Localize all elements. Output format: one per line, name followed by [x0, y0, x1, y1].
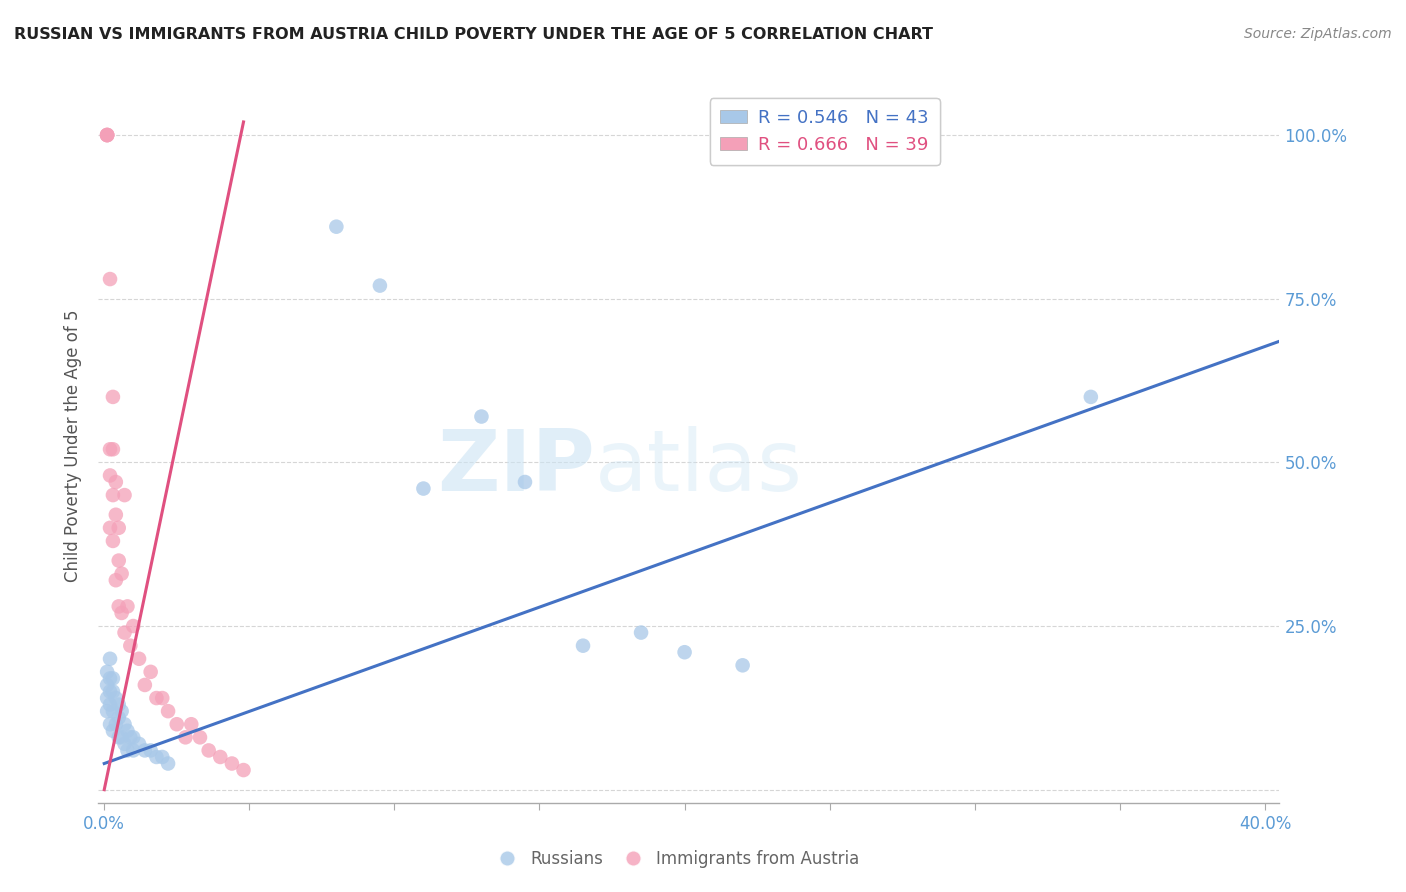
Point [134, 743, 156, 757]
Point [111, 731, 134, 745]
Point [101, 390, 124, 404]
Point [98, 442, 121, 457]
Point [150, 750, 173, 764]
Point [325, 219, 347, 234]
Text: atlas: atlas [595, 425, 803, 509]
Point [122, 731, 145, 745]
Point [101, 533, 124, 548]
Point [128, 737, 150, 751]
Point [166, 717, 188, 731]
Point [572, 639, 595, 653]
Legend: R = 0.546   N = 43, R = 0.666   N = 39: R = 0.546 N = 43, R = 0.666 N = 39 [710, 98, 939, 165]
Point [111, 704, 134, 718]
Point [101, 442, 124, 457]
Point [107, 599, 129, 614]
Point [98, 521, 121, 535]
Point [96, 665, 118, 679]
Point [98, 684, 121, 698]
Point [128, 652, 150, 666]
Point [209, 750, 232, 764]
Point [111, 606, 134, 620]
Point [180, 717, 202, 731]
Point [101, 488, 124, 502]
Point [114, 625, 136, 640]
Point [101, 723, 124, 738]
Point [673, 645, 696, 659]
Point [98, 672, 121, 686]
Point [104, 573, 127, 587]
Point [139, 743, 162, 757]
Point [104, 508, 127, 522]
Point [114, 717, 136, 731]
Point [101, 704, 124, 718]
Point [98, 272, 121, 286]
Point [134, 678, 156, 692]
Point [731, 658, 754, 673]
Point [197, 743, 219, 757]
Text: Source: ZipAtlas.com: Source: ZipAtlas.com [1244, 27, 1392, 41]
Point [96, 678, 118, 692]
Point [101, 672, 124, 686]
Point [107, 711, 129, 725]
Point [96, 704, 118, 718]
Point [117, 723, 139, 738]
Text: ZIP: ZIP [437, 425, 595, 509]
Point [101, 684, 124, 698]
Point [145, 750, 167, 764]
Point [122, 619, 145, 633]
Point [221, 756, 243, 771]
Point [96, 128, 118, 142]
Point [150, 691, 173, 706]
Point [104, 691, 127, 706]
Point [1080, 390, 1102, 404]
Point [107, 553, 129, 567]
Point [513, 475, 536, 489]
Point [114, 488, 136, 502]
Point [98, 652, 121, 666]
Point [107, 521, 129, 535]
Point [96, 691, 118, 706]
Point [157, 704, 180, 718]
Point [117, 599, 139, 614]
Point [188, 731, 211, 745]
Point [114, 737, 136, 751]
Point [470, 409, 492, 424]
Point [120, 639, 142, 653]
Point [98, 717, 121, 731]
Point [412, 482, 434, 496]
Point [145, 691, 167, 706]
Point [122, 743, 145, 757]
Point [232, 763, 254, 777]
Point [104, 717, 127, 731]
Y-axis label: Child Poverty Under the Age of 5: Child Poverty Under the Age of 5 [65, 310, 83, 582]
Point [96, 128, 118, 142]
Point [139, 665, 162, 679]
Point [368, 278, 391, 293]
Point [98, 468, 121, 483]
Point [630, 625, 652, 640]
Point [104, 475, 127, 489]
Legend: Russians, Immigrants from Austria: Russians, Immigrants from Austria [484, 844, 866, 875]
Point [157, 756, 180, 771]
Point [117, 743, 139, 757]
Point [96, 128, 118, 142]
Point [111, 566, 134, 581]
Point [96, 128, 118, 142]
Text: RUSSIAN VS IMMIGRANTS FROM AUSTRIA CHILD POVERTY UNDER THE AGE OF 5 CORRELATION : RUSSIAN VS IMMIGRANTS FROM AUSTRIA CHILD… [14, 27, 934, 42]
Point [174, 731, 197, 745]
Point [107, 731, 129, 745]
Point [98, 698, 121, 712]
Point [120, 731, 142, 745]
Point [107, 698, 129, 712]
